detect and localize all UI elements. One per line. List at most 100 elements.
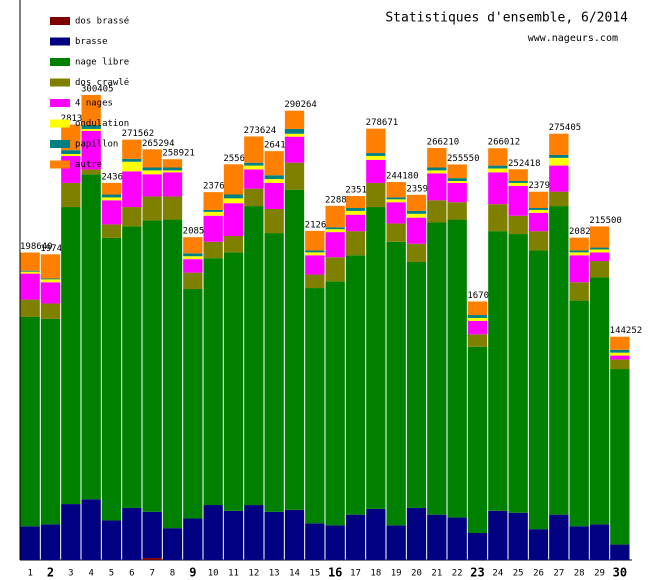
bar-segment	[447, 182, 467, 203]
bar-segment	[467, 532, 488, 560]
bar-segment	[122, 158, 142, 162]
bar-segment	[264, 511, 284, 560]
bar-segment	[589, 277, 610, 525]
bar-segment	[508, 182, 528, 186]
x-tick-label: 30	[613, 566, 627, 580]
legend-swatch	[50, 58, 70, 66]
bar-segment	[244, 206, 264, 506]
bar-segment	[549, 157, 569, 166]
bar-segment	[20, 271, 40, 274]
total-label: 281316	[61, 114, 94, 124]
bar-segment	[406, 217, 427, 244]
bar-segment	[122, 171, 142, 208]
bar-segment	[142, 149, 162, 168]
bar-segment	[427, 147, 447, 168]
bar-segment	[345, 231, 366, 256]
bar-segment	[549, 133, 569, 155]
bar-segment	[345, 214, 366, 232]
bar-segment	[223, 194, 244, 199]
bar-segment	[325, 281, 345, 526]
total-label: 271562	[122, 129, 155, 139]
x-tick-label: 24	[492, 569, 503, 579]
bar-segment	[20, 316, 40, 527]
bar-segment	[447, 202, 467, 220]
legend-label: dos crawlé	[75, 77, 129, 88]
bar-segment	[305, 250, 325, 253]
bar-segment	[610, 359, 630, 370]
bar-segment	[427, 173, 447, 201]
x-tick-label: 23	[470, 566, 484, 580]
bar-segment	[610, 349, 630, 353]
bar-segment	[101, 200, 122, 225]
x-tick-label: 4	[88, 569, 93, 579]
bar-segment	[264, 179, 284, 183]
bar-segment	[528, 250, 549, 530]
legend-swatch	[50, 17, 70, 25]
legend-label: ondulation	[75, 119, 129, 129]
bar-segment	[122, 161, 142, 172]
bar-segment	[81, 174, 101, 500]
bar-segment	[406, 507, 427, 560]
x-tick-label: 26	[533, 569, 544, 579]
bar-segment	[223, 203, 244, 236]
bar-segment	[20, 252, 40, 271]
bar-segment	[101, 182, 122, 195]
legend-swatch	[50, 78, 70, 87]
bar-segment	[40, 318, 61, 525]
bar-segment	[162, 196, 183, 220]
bar-segment	[223, 198, 244, 204]
total-label: 197480	[40, 244, 73, 254]
bar-segment	[162, 167, 183, 171]
bar-segment	[61, 182, 81, 208]
x-tick-label: 20	[411, 569, 422, 579]
bar-segment	[183, 289, 203, 519]
bar-segment	[40, 254, 61, 279]
total-label: 208547	[183, 227, 216, 237]
bar-segment	[203, 192, 223, 210]
bar-segment	[61, 207, 81, 505]
x-tick-label: 21	[431, 569, 442, 579]
bar-segment	[488, 148, 508, 166]
x-tick-label: 25	[513, 569, 524, 579]
bar-segment	[325, 525, 345, 560]
bar-segment	[366, 155, 386, 160]
total-label: 264130	[264, 141, 297, 151]
total-label: 244180	[386, 172, 419, 182]
bar-segment	[549, 206, 569, 515]
bar-segment	[610, 544, 630, 560]
bar-segment	[528, 208, 549, 210]
x-tick-label: 3	[68, 569, 73, 579]
bar-segment	[244, 169, 264, 189]
x-tick-label: 22	[452, 569, 463, 579]
legend-swatch	[50, 160, 70, 169]
bar-segment	[264, 208, 284, 234]
bar-segment	[142, 558, 162, 560]
bar-segment	[427, 514, 447, 560]
bar-segment	[264, 175, 284, 180]
total-label: 252418	[508, 159, 541, 169]
bar-segment	[284, 509, 305, 560]
bar-segment	[488, 172, 508, 205]
legend-swatch	[50, 99, 70, 107]
bar-segment	[203, 211, 223, 216]
legend-label: autre	[75, 160, 102, 170]
bar-segment	[610, 352, 630, 356]
bar-segment	[528, 191, 549, 209]
bar-segment	[447, 219, 467, 518]
total-label: 235140	[345, 186, 378, 196]
bar-segment	[162, 170, 183, 173]
bar-segment	[366, 182, 386, 208]
total-label: 300405	[81, 85, 114, 95]
bar-segment	[325, 227, 345, 230]
bar-segment	[203, 215, 223, 242]
bar-segment	[366, 128, 386, 154]
bar-segment	[508, 169, 528, 182]
total-label: 290264	[284, 100, 317, 110]
bar-segment	[467, 315, 488, 318]
total-label: 237640	[203, 182, 236, 192]
bar-segment	[162, 528, 183, 560]
x-tick-label: 10	[208, 569, 219, 579]
bar-segment	[101, 194, 122, 198]
total-label: 243612	[101, 172, 134, 182]
